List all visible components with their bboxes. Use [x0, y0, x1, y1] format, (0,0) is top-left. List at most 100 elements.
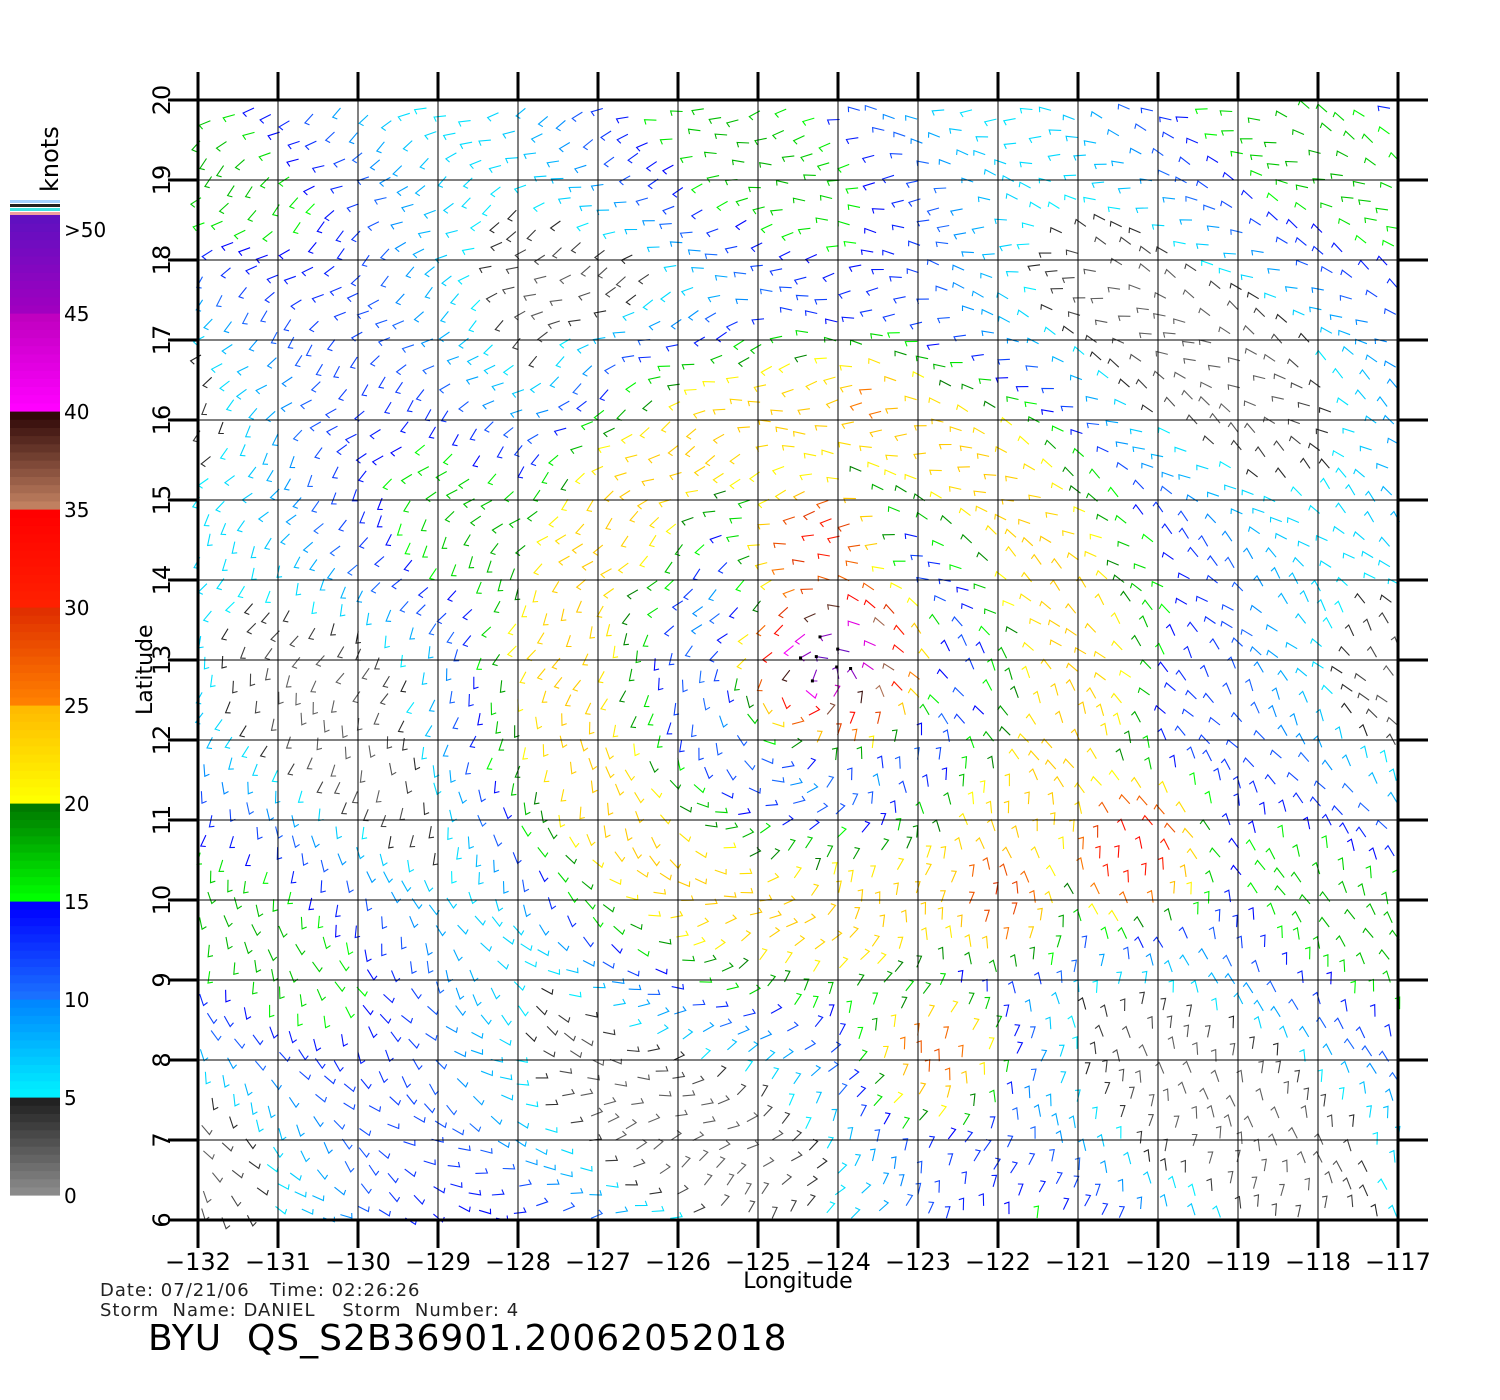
wind-barb: [847, 544, 861, 552]
wind-barb: [202, 610, 212, 623]
wind-barb: [370, 582, 381, 594]
wind-barb: [816, 730, 823, 743]
wind-barb: [611, 944, 623, 954]
wind-barb: [549, 376, 560, 388]
wind-barb: [1221, 530, 1233, 542]
wind-barb: [775, 179, 789, 186]
wind-barb: [1028, 494, 1041, 501]
wind-barb: [967, 791, 975, 805]
wind-barb: [782, 516, 795, 525]
wind-barb: [849, 339, 863, 346]
wind-barb: [726, 1173, 735, 1186]
wind-barb: [1163, 396, 1176, 407]
wind-barb: [956, 149, 969, 156]
wind-barb: [502, 936, 515, 945]
wind-barb: [1183, 1024, 1190, 1038]
wind-barb: [818, 142, 831, 152]
wind-barb: [882, 1172, 890, 1185]
wind-barb: [355, 631, 361, 644]
wind-barb: [315, 655, 325, 667]
wind-barb: [427, 1005, 439, 1016]
wind-barb: [1340, 269, 1353, 278]
wind-barb: [452, 1128, 465, 1136]
wind-barb: [307, 474, 313, 487]
wind-barb: [1184, 263, 1197, 272]
wind-barb: [906, 836, 913, 849]
wind-barb: [922, 981, 932, 994]
wind-barb: [1101, 1202, 1109, 1215]
wind-barb: [821, 449, 834, 456]
wind-barb: [849, 402, 863, 411]
wind-barb: [445, 668, 452, 682]
wind-barb: [1141, 533, 1154, 543]
wind-barb: [502, 1163, 516, 1170]
wind-barb: [702, 381, 716, 387]
wind-barb: [1342, 427, 1355, 434]
wind-barb: [1144, 756, 1152, 770]
colorbar-tick-label: 5: [64, 1086, 77, 1110]
colorbar-bin: [10, 778, 60, 788]
wind-barb: [624, 828, 633, 842]
wind-barb: [1253, 1138, 1261, 1152]
wind-barb: [703, 151, 717, 158]
wind-barb: [1139, 659, 1152, 669]
wind-barb: [359, 1128, 372, 1137]
colorbar-tick-label: 35: [64, 498, 89, 522]
wind-barb: [1275, 110, 1288, 118]
wind-barb: [322, 936, 331, 950]
wind-barb: [1313, 735, 1323, 748]
wind-barb: [558, 555, 570, 566]
wind-barb: [1053, 775, 1064, 788]
wind-barb: [978, 378, 992, 385]
wind-barb: [918, 1108, 929, 1121]
wind-barb: [982, 857, 991, 870]
wind-barb: [815, 857, 822, 871]
wind-barb: [1117, 1178, 1124, 1192]
wind-barb: [982, 678, 993, 691]
wind-barb: [747, 713, 759, 725]
wind-barb: [315, 1093, 328, 1103]
wind-barb: [297, 790, 304, 803]
colorbar-bin: [10, 754, 60, 763]
wind-barb: [657, 365, 671, 372]
wind-barb: [1119, 998, 1126, 1012]
wind-barb: [847, 1126, 854, 1140]
wind-barb: [532, 590, 539, 603]
wind-barb: [1095, 845, 1101, 859]
wind-barb: [297, 1013, 303, 1027]
wind-barb: [769, 209, 783, 216]
wind-barb: [681, 516, 694, 526]
wind-barb: [468, 556, 475, 569]
wind-barb: [440, 410, 449, 423]
wind-barb: [369, 355, 380, 367]
wind-barb: [1106, 128, 1120, 137]
wind-barb: [302, 185, 315, 196]
wind-barb: [1345, 483, 1356, 496]
wind-barb: [659, 872, 672, 881]
wind-barb: [602, 427, 615, 438]
wind-barb: [769, 335, 783, 344]
wind-barb: [1344, 908, 1356, 920]
colorbar-bin: [10, 1170, 60, 1180]
wind-barb: [446, 356, 459, 365]
wind-barb: [574, 523, 585, 536]
wind-barb: [360, 1183, 372, 1195]
wind-barb: [588, 757, 598, 771]
wind-barb: [929, 491, 942, 499]
wind-barb: [313, 1038, 322, 1052]
wind-barb: [997, 358, 1010, 365]
wind-barb: [616, 409, 626, 421]
wind-barb: [683, 388, 697, 396]
wind-barb: [905, 114, 918, 121]
wind-barb: [1193, 901, 1199, 915]
wind-barb: [458, 1145, 471, 1152]
wind-barb: [560, 478, 569, 491]
wind-barb: [881, 838, 890, 851]
wind-barb: [262, 871, 269, 884]
wind-barb: [702, 1021, 715, 1033]
colorbar-cap-stripe: [10, 212, 60, 215]
wind-barb: [1386, 277, 1398, 289]
wind-barb: [831, 747, 838, 761]
wind-barb: [203, 764, 210, 778]
wind-barb: [1365, 708, 1378, 718]
